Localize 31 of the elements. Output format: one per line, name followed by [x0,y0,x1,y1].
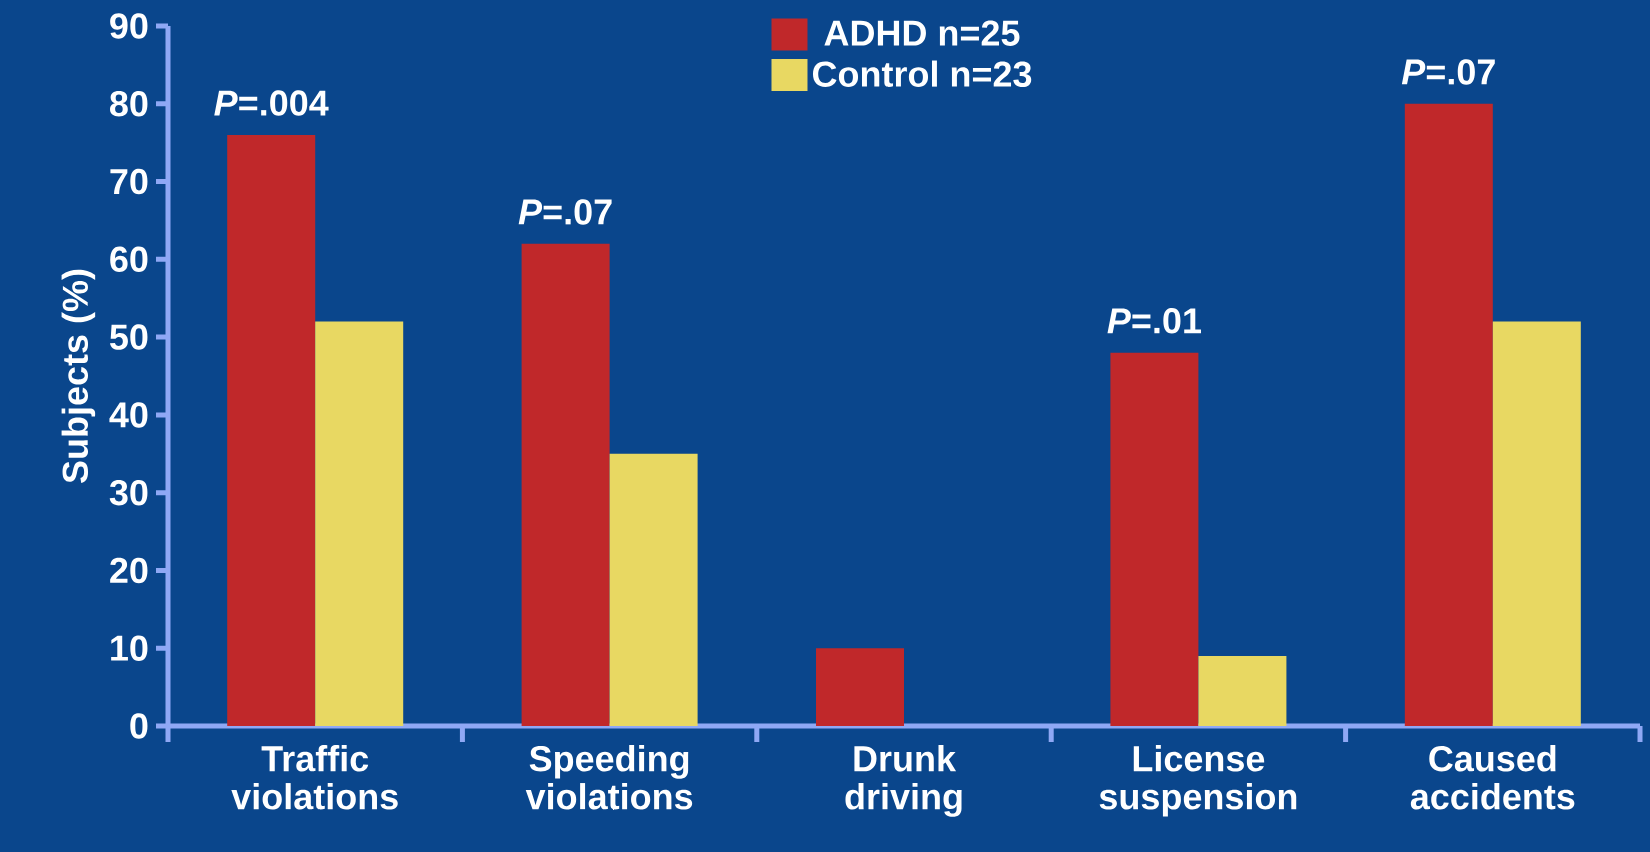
annotation: P=.004 [214,90,329,116]
x-tick-label: Speeding violations [525,745,693,810]
bar [227,134,316,726]
annotation: P=.01 [1107,308,1201,334]
bar [1492,321,1581,726]
y-tick-label: 40 [109,402,148,428]
y-tick-label: 20 [110,557,148,584]
legend-label: ADHD n=25 [824,20,1020,46]
x-tick-label: Drunk driving [845,745,962,817]
bar [1110,352,1199,726]
bar [1198,656,1287,726]
bar [315,321,404,726]
bar [609,453,698,726]
y-tick-label: 90 [110,13,148,39]
x-tick-label: License suspension [1099,745,1297,817]
y-tick-label: 50 [109,324,148,350]
bar [521,243,610,726]
annotation: P=.07 [1401,59,1495,85]
y-tick-label: 70 [110,168,148,195]
x-tick-label: Traffic violations [231,745,398,810]
bar [816,648,905,726]
annotation: P=.07 [518,199,612,225]
x-tick-label: Caused accidents [1410,745,1575,810]
y-tick-label: 0 [130,713,148,739]
y-tick-label: 30 [109,479,148,506]
y-tick-label: 80 [110,91,148,117]
y-tick-label: 10 [111,635,148,661]
legend-label: Control n=23 [812,60,1032,88]
bar [1404,103,1493,726]
y-axis-title: Subjects (%) [61,269,96,483]
y-tick-label: 60 [110,246,148,273]
